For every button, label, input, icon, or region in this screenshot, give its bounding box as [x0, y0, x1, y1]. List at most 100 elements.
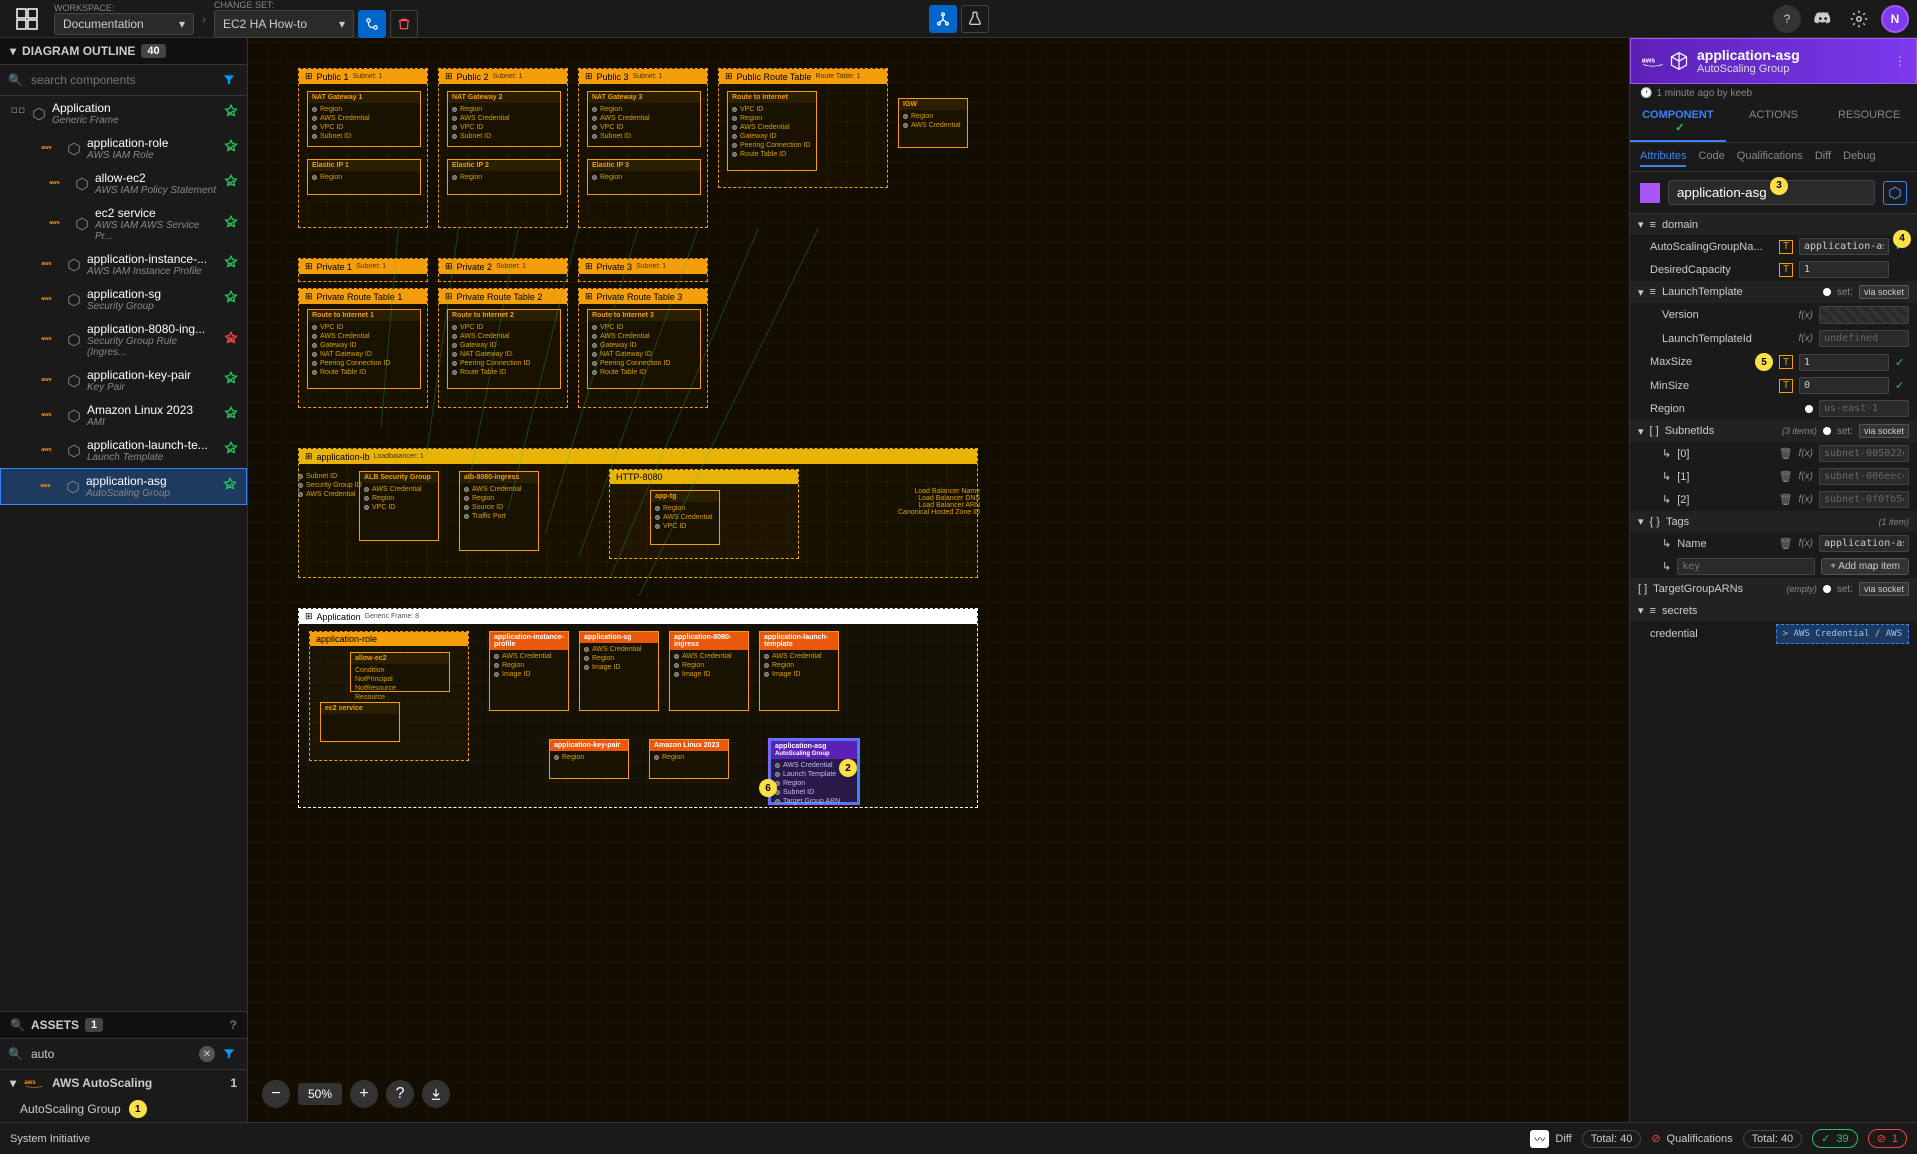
- tag-key-input[interactable]: [1677, 558, 1815, 575]
- status-ok-icon: [223, 406, 239, 425]
- desired-input[interactable]: [1799, 261, 1889, 278]
- outline-item[interactable]: ApplicationGeneric Frame: [0, 96, 247, 131]
- svg-text:aws: aws: [41, 145, 51, 151]
- filter-icon[interactable]: [219, 1044, 239, 1064]
- canvas[interactable]: ⊞Public 1Subnet: 1NAT Gateway 1RegionAWS…: [248, 38, 1629, 1122]
- changeset-select[interactable]: EC2 HA How-to ▾: [214, 10, 354, 38]
- secrets-section[interactable]: ▾ ≡ secrets: [1630, 600, 1917, 621]
- diff-status[interactable]: 〰 Diff: [1530, 1130, 1571, 1148]
- status-ok-icon: [223, 139, 239, 158]
- subtab-attributes[interactable]: Attributes: [1640, 147, 1686, 167]
- subnets-section[interactable]: ▾ [ ] SubnetIds (3 items) set: via socke…: [1630, 420, 1917, 442]
- outline-item[interactable]: awsapplication-8080-ing...Security Group…: [0, 317, 247, 363]
- qualifications-status[interactable]: ⊘ Qualifications: [1651, 1132, 1732, 1145]
- diagram-view-button[interactable]: [929, 5, 957, 33]
- svg-text:aws: aws: [41, 377, 51, 383]
- zoom-out-button[interactable]: −: [262, 1080, 290, 1108]
- minsize-input[interactable]: [1799, 377, 1889, 394]
- settings-icon[interactable]: [1845, 5, 1873, 33]
- delete-icon[interactable]: 🗑: [1779, 493, 1793, 506]
- outline-item[interactable]: awsapplication-roleAWS IAM Role: [0, 131, 247, 166]
- diff-icon: 〰: [1530, 1130, 1549, 1148]
- cube-button[interactable]: [1883, 181, 1907, 205]
- download-button[interactable]: [422, 1080, 450, 1108]
- color-swatch[interactable]: [1640, 183, 1660, 203]
- quals-total: Total: 40: [1743, 1130, 1803, 1148]
- tags-section[interactable]: ▾ { } Tags (1 item): [1630, 511, 1917, 532]
- fx-icon: f(x): [1799, 333, 1813, 344]
- delete-icon[interactable]: 🗑: [1779, 470, 1793, 483]
- array-icon: [ ]: [1650, 425, 1659, 437]
- workspace-select[interactable]: Documentation ▾: [54, 13, 194, 35]
- outline-item[interactable]: awsec2 serviceAWS IAM AWS Service Pr...: [0, 201, 247, 247]
- socket-icon: [1805, 405, 1813, 413]
- status-ok-icon: [223, 371, 239, 390]
- help-button[interactable]: ?: [386, 1080, 414, 1108]
- check-icon: ✓: [1895, 356, 1909, 369]
- quals-ok: ✓ 39: [1812, 1129, 1857, 1148]
- lab-view-button[interactable]: [961, 5, 989, 33]
- chevron-down-icon: ▾: [1638, 218, 1644, 231]
- maxsize-input[interactable]: [1799, 354, 1889, 371]
- subtab-qualifications[interactable]: Qualifications: [1737, 147, 1803, 167]
- subtab-debug[interactable]: Debug: [1843, 147, 1875, 167]
- subtab-code[interactable]: Code: [1698, 147, 1724, 167]
- outline-item[interactable]: awsAmazon Linux 2023AMI: [0, 398, 247, 433]
- clear-icon[interactable]: ✕: [199, 1046, 215, 1062]
- user-avatar[interactable]: N: [1881, 5, 1909, 33]
- outline-item[interactable]: awsapplication-key-pairKey Pair: [0, 363, 247, 398]
- chevron-down-icon: ▾: [339, 17, 345, 31]
- svg-text:aws: aws: [41, 336, 51, 342]
- tab-resource[interactable]: RESOURCE: [1821, 103, 1917, 142]
- tab-component[interactable]: COMPONENT ✓: [1630, 103, 1726, 142]
- text-icon: T: [1779, 379, 1793, 393]
- diff-total: Total: 40: [1582, 1130, 1642, 1148]
- status-ok-icon: [223, 441, 239, 460]
- app-logo[interactable]: [8, 0, 46, 38]
- outline-item[interactable]: awsallow-ec2AWS IAM Policy Statement: [0, 166, 247, 201]
- outline-search-input[interactable]: [27, 69, 215, 91]
- list-icon: ≡: [1650, 605, 1656, 617]
- delete-icon[interactable]: 🗑: [1779, 447, 1793, 460]
- socket-icon: [1823, 427, 1831, 435]
- tab-actions[interactable]: ACTIONS: [1726, 103, 1822, 142]
- launch-template-section[interactable]: ▾ ≡ LaunchTemplate set: via socket: [1630, 281, 1917, 303]
- zoom-in-button[interactable]: +: [350, 1080, 378, 1108]
- asset-item[interactable]: AutoScaling Group 1: [0, 1096, 247, 1122]
- credential-value[interactable]: > AWS Credential / AWS: [1776, 624, 1909, 644]
- help-button[interactable]: ?: [1773, 5, 1801, 33]
- asset-category[interactable]: ▾ aws AWS AutoScaling 1: [0, 1070, 247, 1096]
- target-arns-section[interactable]: [ ] TargetGroupARNs (empty) set: via soc…: [1630, 578, 1917, 600]
- status-err-icon: [223, 331, 239, 350]
- topbar: WORKSPACE: Documentation ▾ › CHANGE SET:…: [0, 0, 1917, 38]
- outline-item[interactable]: awsapplication-sgSecurity Group: [0, 282, 247, 317]
- right-panel: aws application-asg AutoScaling Group ⋮ …: [1629, 38, 1917, 1122]
- assets-search-input[interactable]: [27, 1043, 195, 1065]
- chevron-down-icon: ▾: [10, 1076, 16, 1090]
- subtab-diff[interactable]: Diff: [1815, 147, 1831, 167]
- add-map-button[interactable]: + Add map item: [1821, 558, 1909, 575]
- delete-changeset-button[interactable]: [390, 10, 418, 38]
- error-icon: ⊘: [1651, 1132, 1660, 1145]
- outline-item[interactable]: awsapplication-instance-...AWS IAM Insta…: [0, 247, 247, 282]
- search-icon: 🔍: [10, 1018, 25, 1032]
- svg-text:aws: aws: [41, 261, 51, 267]
- asg-name-input[interactable]: [1799, 238, 1889, 255]
- domain-section[interactable]: ▾ ≡ domain: [1630, 214, 1917, 235]
- annotation-3: 3: [1770, 177, 1788, 195]
- delete-icon[interactable]: 🗑: [1779, 537, 1793, 550]
- socket-icon: [1823, 585, 1831, 593]
- outline-item[interactable]: awsapplication-launch-te...Launch Templa…: [0, 433, 247, 468]
- chevron-down-icon[interactable]: ▾: [10, 44, 16, 58]
- outline-item[interactable]: awsapplication-asgAutoScaling Group: [0, 468, 247, 505]
- help-icon[interactable]: ?: [230, 1018, 237, 1032]
- annotation-4: 4: [1893, 230, 1911, 248]
- menu-icon[interactable]: ⋮: [1894, 54, 1906, 68]
- filter-icon[interactable]: [219, 70, 239, 90]
- discord-icon[interactable]: [1809, 5, 1837, 33]
- merge-button[interactable]: [358, 10, 386, 38]
- aws-icon: aws: [24, 1077, 44, 1089]
- list-icon: ≡: [1650, 219, 1656, 231]
- status-ok-icon: [223, 255, 239, 274]
- text-icon: T: [1779, 240, 1793, 254]
